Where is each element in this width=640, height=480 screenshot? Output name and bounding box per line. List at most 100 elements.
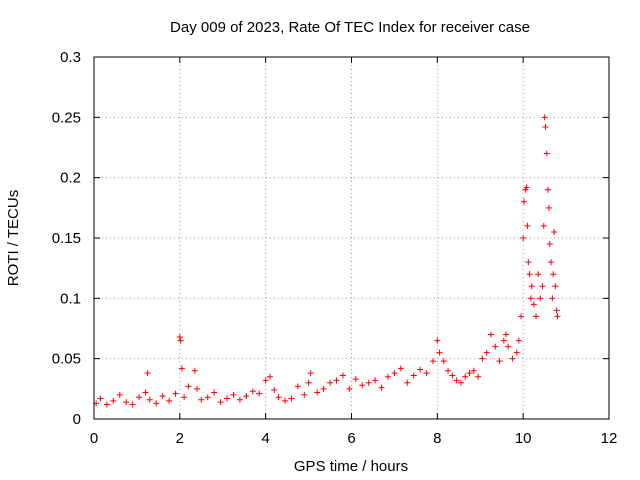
x-tick-label: 8: [433, 430, 441, 447]
data-point: [305, 379, 312, 386]
data-point: [288, 395, 295, 402]
y-tick-label: 0.3: [60, 49, 81, 66]
data-point: [177, 337, 184, 344]
data-point: [256, 390, 263, 397]
data-point: [185, 383, 192, 390]
data-point: [417, 366, 424, 373]
data-point: [540, 222, 547, 229]
x-tick-label: 0: [90, 430, 98, 447]
data-point: [466, 370, 473, 377]
data-point: [191, 367, 198, 374]
axis-ticks: 0 2 4 6 8 10 12 0 0.05 0.1 0.15 0.2 0.25 0.3: [52, 49, 618, 447]
data-point: [144, 370, 151, 377]
data-point: [301, 391, 308, 398]
data-point: [550, 271, 557, 278]
data-point: [159, 393, 166, 400]
data-point: [552, 283, 559, 290]
data-point: [194, 385, 200, 392]
y-tick-label: 0: [73, 411, 81, 428]
data-point: [275, 394, 282, 401]
data-point: [307, 370, 314, 377]
data-point: [524, 222, 531, 229]
data-point: [211, 389, 218, 396]
data-point: [518, 313, 525, 320]
data-point: [153, 400, 160, 407]
data-point: [503, 331, 509, 338]
data-point: [339, 372, 346, 379]
data-point: [496, 358, 503, 365]
data-point: [136, 394, 143, 401]
grid-lines: [94, 57, 609, 419]
data-point: [487, 331, 494, 338]
data-point: [549, 295, 556, 302]
data-point: [314, 389, 321, 396]
data-point: [365, 379, 372, 386]
data-point: [553, 307, 560, 314]
data-point: [423, 370, 430, 377]
data-point: [520, 235, 527, 241]
data-point: [445, 367, 452, 374]
data-point: [249, 388, 256, 395]
data-point: [470, 367, 477, 374]
data-point: [523, 184, 530, 191]
data-point: [294, 383, 301, 390]
data-point: [525, 259, 532, 266]
y-axis-label: ROTI / TECUs: [5, 190, 22, 286]
data-point: [535, 271, 542, 278]
data-point: [479, 355, 486, 362]
data-point: [539, 283, 546, 290]
data-point: [198, 396, 205, 403]
x-tick-label: 4: [261, 430, 269, 447]
data-point: [372, 377, 379, 384]
data-point: [509, 355, 516, 362]
data-point: [537, 295, 544, 302]
y-tick-label: 0.05: [52, 351, 81, 368]
data-point: [533, 313, 540, 320]
chart-title: Day 009 of 2023, Rate Of TEC Index for r…: [170, 19, 530, 36]
data-point: [492, 343, 499, 350]
data-point: [410, 372, 417, 379]
data-point: [391, 370, 398, 377]
y-tick-label: 0.15: [52, 230, 81, 247]
data-point: [548, 259, 555, 266]
data-point: [110, 397, 117, 404]
data-point: [320, 385, 327, 392]
data-point: [543, 150, 550, 157]
y-tick-label: 0.25: [52, 109, 81, 126]
data-point: [546, 241, 553, 248]
x-axis-label: GPS time / hours: [294, 458, 408, 475]
data-point: [281, 397, 288, 404]
data-point: [505, 343, 512, 350]
data-point: [181, 394, 188, 401]
data-points: [93, 114, 561, 408]
data-point: [97, 395, 104, 402]
data-point: [526, 271, 533, 278]
data-point: [404, 379, 411, 386]
data-point: [513, 349, 520, 356]
data-point: [378, 384, 385, 391]
data-point: [457, 379, 464, 386]
data-point: [449, 372, 456, 379]
y-tick-label: 0.1: [60, 290, 81, 307]
data-point: [103, 401, 110, 408]
data-point: [271, 387, 278, 394]
data-point: [178, 365, 185, 372]
data-point: [116, 391, 123, 398]
data-point: [166, 397, 173, 404]
data-point: [236, 396, 243, 403]
data-point: [142, 389, 149, 396]
data-point: [527, 295, 534, 302]
data-point: [545, 204, 552, 211]
data-point: [530, 301, 537, 308]
data-point: [554, 313, 561, 320]
data-point: [217, 399, 224, 406]
data-point: [266, 373, 273, 380]
x-tick-label: 6: [347, 430, 355, 447]
data-point: [397, 365, 404, 372]
data-point: [453, 377, 460, 384]
data-point: [327, 379, 334, 386]
data-point: [483, 349, 490, 356]
data-point: [346, 385, 353, 392]
data-point: [436, 349, 443, 356]
